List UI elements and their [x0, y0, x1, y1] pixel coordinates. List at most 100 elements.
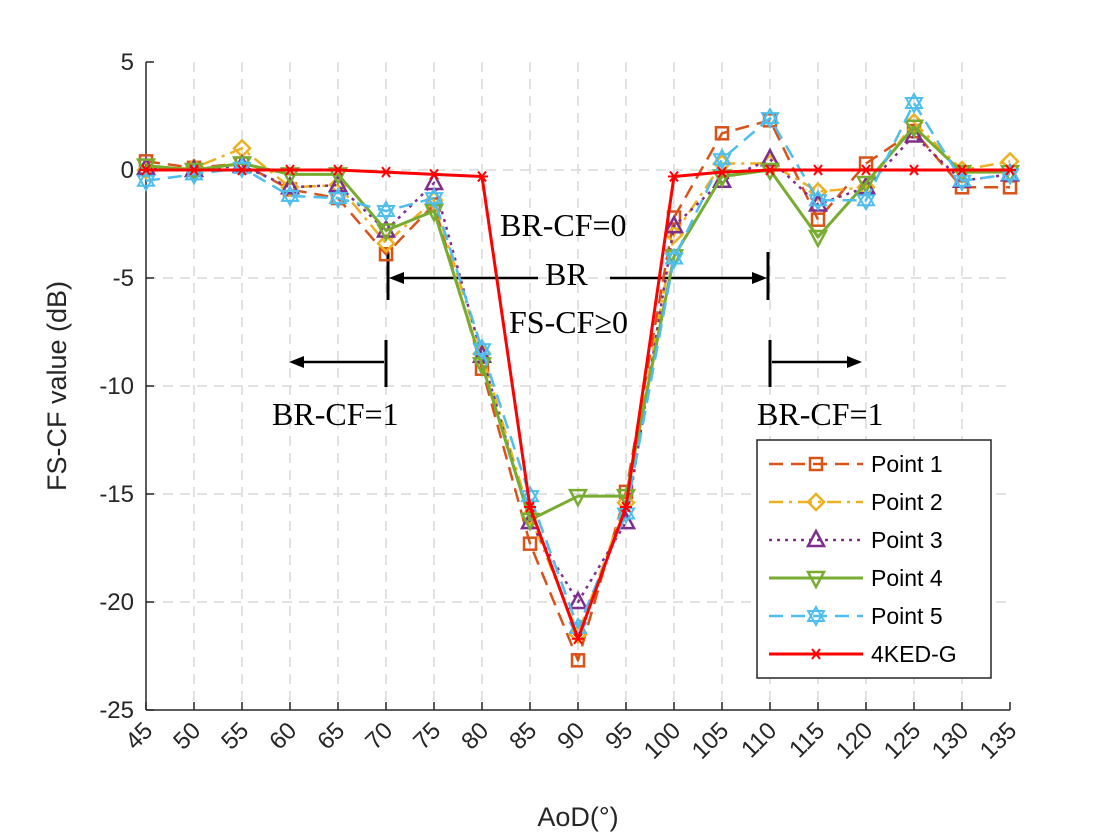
data-point-point-5: [472, 338, 492, 361]
data-point-4ked-g: [908, 164, 920, 176]
data-point-4ked-g-d2: [381, 166, 391, 178]
x-tick-label: 130: [927, 717, 974, 764]
data-point-4ked-g-d2: [909, 164, 919, 176]
y-tick-label: -5: [113, 265, 134, 292]
data-point-4ked-g-d2: [957, 164, 967, 176]
data-point-point-5: [952, 169, 972, 192]
legend-marker-point-1: [808, 456, 824, 472]
data-point-point-5-up: [712, 148, 732, 166]
data-point-point-5-up: [328, 187, 348, 205]
data-point-point-5-down: [136, 174, 156, 192]
data-point-4ked-g: [860, 164, 872, 176]
data-point-point-5-down: [520, 490, 540, 508]
data-point-point-4: [375, 223, 397, 243]
data-point-4ked-g: [524, 501, 536, 513]
br-arrow-right-head: [752, 272, 767, 284]
legend-label-4ked-g: 4KED-G: [871, 641, 957, 667]
legend-marker-point-3: [805, 528, 827, 548]
annotation-br-cf-1-right: BR-CF=1: [757, 396, 884, 432]
data-point-point-4: [711, 169, 733, 189]
left-outer-arrow-head: [289, 356, 304, 368]
legend: Point 1 Point 2 Point 3 Point 4 Point 5 4KED-…: [756, 439, 992, 679]
data-point-point-1: [714, 126, 730, 141]
x-tick-label: 120: [831, 717, 878, 764]
series-line-point-5: [145, 101, 1011, 630]
y-tick-label: -20: [99, 589, 134, 616]
legend-marker-4ked-g-d2: [811, 648, 821, 660]
data-point-4ked-g-d2: [141, 164, 151, 176]
data-point-4ked-g: [764, 164, 776, 176]
legend-marker-point-5: [806, 604, 826, 628]
annotation-br-cf-1-left: BR-CF=1: [272, 396, 399, 432]
data-point-point-5-up: [760, 107, 780, 125]
x-tick-label: 135: [975, 717, 1022, 764]
y-tick-label: 5: [121, 49, 134, 76]
data-point-point-5-down: [904, 97, 924, 115]
x-tick-label: 100: [639, 717, 686, 764]
legend-item-point-4: Point 4: [769, 565, 943, 591]
data-point-point-1: [570, 653, 586, 668]
data-point-point-5: [904, 92, 924, 115]
x-tick-label: 70: [360, 717, 398, 755]
data-point-point-1: [810, 212, 826, 227]
data-point-4ked-g-d2: [477, 170, 487, 183]
x-tick-label: 125: [879, 717, 926, 764]
data-point-point-2: [376, 233, 396, 254]
legend-item-point-1: Point 1: [769, 451, 943, 477]
data-point-point-3: [567, 590, 589, 610]
legend-marker-point-5-up: [806, 604, 826, 622]
data-point-4ked-g-d2: [765, 164, 775, 176]
legend-marker-point-4: [805, 570, 827, 590]
data-point-point-5-up: [280, 184, 300, 202]
x-tick-label: 80: [456, 717, 494, 755]
data-point-4ked-g-d2: [669, 170, 679, 183]
data-point-point-5-up: [136, 169, 156, 187]
data-point-point-5: [136, 169, 156, 192]
data-point-4ked-g: [620, 501, 632, 513]
series-line-point-2: [145, 121, 1011, 636]
data-point-4ked-g: [380, 166, 392, 178]
right-outer-arrow-head: [847, 356, 862, 368]
data-point-point-5: [424, 187, 444, 210]
data-point-4ked-g: [332, 164, 344, 176]
x-tick-label: 60: [264, 717, 302, 755]
data-point-point-5-up: [472, 338, 492, 356]
data-point-point-4: [855, 175, 877, 195]
annotation-fs-cf: FS-CF≥0: [509, 304, 628, 340]
data-point-point-5-up: [424, 187, 444, 205]
legend-item-point-3: Point 3: [769, 527, 943, 553]
data-point-point-4: [567, 488, 589, 508]
data-point-point-2: [568, 624, 588, 645]
data-point-4ked-g: [188, 164, 200, 176]
data-point-point-5-down: [856, 194, 876, 212]
data-point-point-4: [327, 167, 349, 186]
legend-label-point-2: Point 2: [871, 489, 943, 515]
data-point-point-5: [712, 148, 732, 171]
data-point-point-5-down: [280, 189, 300, 207]
data-point-4ked-g-d2: [717, 166, 727, 178]
data-point-4ked-g-d2: [621, 501, 631, 513]
data-point-point-5: [808, 189, 828, 212]
data-point-point-5-down: [424, 192, 444, 210]
data-point-point-5-up: [952, 169, 972, 187]
data-point-point-4: [807, 229, 829, 249]
legend-item-4ked-g: 4KED-G: [769, 641, 957, 667]
data-point-point-5-up: [856, 189, 876, 207]
x-tick-label: 55: [216, 717, 254, 755]
data-point-4ked-g: [716, 166, 728, 178]
data-point-4ked-g: [572, 633, 584, 645]
data-point-4ked-g: [812, 164, 824, 176]
data-point-4ked-g: [956, 164, 968, 176]
data-point-point-5-up: [184, 163, 204, 181]
x-tick-label: 105: [687, 717, 734, 764]
series-line-point-4: [145, 125, 1010, 522]
y-tick-label: -15: [99, 481, 134, 508]
legend-box: [756, 439, 992, 679]
data-point-4ked-g: [428, 168, 440, 180]
data-point-point-5-down: [328, 192, 348, 210]
br-arrow-left-head: [389, 272, 404, 284]
data-point-4ked-g-d2: [573, 633, 583, 645]
x-tick-label: 90: [552, 717, 590, 755]
y-tick-label: -10: [99, 373, 134, 400]
